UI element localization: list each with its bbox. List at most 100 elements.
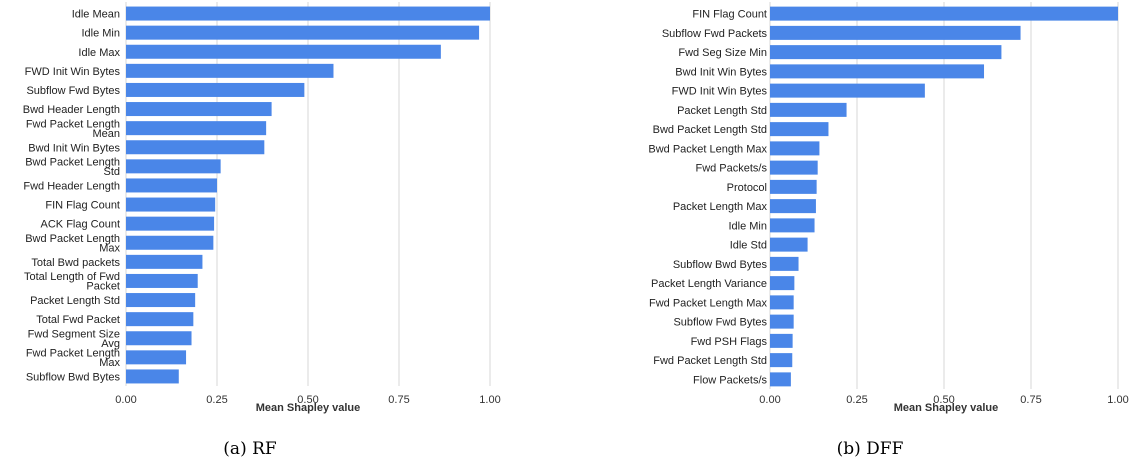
category-label: Bwd Init Win Bytes bbox=[675, 66, 767, 78]
bar bbox=[770, 45, 1002, 60]
bar bbox=[770, 199, 816, 214]
x-tick-label: 1.00 bbox=[1107, 394, 1128, 406]
bar bbox=[770, 372, 791, 387]
x-tick-label: 0.25 bbox=[846, 394, 867, 406]
x-tick-label: 0.00 bbox=[115, 394, 136, 406]
category-label: Bwd Packet Length Max bbox=[648, 143, 767, 155]
x-tick-label: 0.00 bbox=[759, 394, 780, 406]
category-label: Mean bbox=[92, 128, 120, 140]
category-label: Fwd Packet Length bbox=[26, 348, 120, 360]
category-label: Bwd Header Length bbox=[23, 104, 120, 116]
category-label: Bwd Packet Length bbox=[25, 157, 120, 169]
bar bbox=[770, 102, 847, 117]
category-label: Max bbox=[99, 243, 120, 255]
category-label: Avg bbox=[101, 338, 120, 350]
chart-dff: 0.00 0.25 0.50 0.75 1.00 FIN Flag Count Subflo… bbox=[648, 2, 1129, 459]
category-label: ACK Flag Count bbox=[41, 219, 120, 231]
category-label: Packet Length Std bbox=[677, 105, 767, 117]
category-label: Subflow Bwd Bytes bbox=[26, 371, 121, 383]
category-label: Packet Length Std bbox=[30, 295, 120, 307]
bar bbox=[770, 237, 808, 252]
category-label: Idle Mean bbox=[72, 9, 120, 21]
category-label: Subflow Fwd Bytes bbox=[26, 85, 120, 97]
category-label: Subflow Bwd Bytes bbox=[673, 259, 768, 271]
bar bbox=[126, 254, 203, 269]
category-label: FWD Init Win Bytes bbox=[672, 86, 768, 98]
bar bbox=[770, 160, 818, 175]
bar bbox=[770, 6, 1118, 21]
bar bbox=[770, 83, 925, 98]
bar bbox=[126, 102, 272, 117]
category-label: Idle Min bbox=[81, 28, 120, 40]
category-label: Idle Min bbox=[728, 220, 767, 232]
bar bbox=[126, 197, 216, 212]
bar bbox=[770, 276, 795, 291]
category-label: Total Fwd Packet bbox=[36, 314, 120, 326]
category-label: Fwd Packet Length Max bbox=[649, 297, 768, 309]
category-label: Subflow Fwd Bytes bbox=[673, 317, 767, 329]
category-label: Max bbox=[99, 357, 120, 369]
category-label: Protocol bbox=[727, 182, 767, 194]
x-axis-title: Mean Shapley value bbox=[894, 402, 999, 414]
bar bbox=[126, 159, 221, 174]
bar bbox=[126, 350, 187, 365]
x-tick-label: 1.00 bbox=[479, 394, 500, 406]
bar bbox=[770, 353, 793, 368]
bar bbox=[770, 25, 1021, 40]
category-label: Fwd Segment Size bbox=[28, 329, 120, 341]
category-label: Subflow Fwd Packets bbox=[662, 28, 768, 40]
bar bbox=[770, 256, 799, 271]
bar bbox=[126, 331, 192, 346]
x-tick-label: 0.75 bbox=[388, 394, 409, 406]
category-label: Total Bwd packets bbox=[31, 257, 120, 269]
bar bbox=[126, 216, 215, 231]
category-label: Packet Length Max bbox=[673, 201, 768, 213]
x-tick-label: 0.75 bbox=[1020, 394, 1041, 406]
category-label: Total Length of Fwd bbox=[24, 271, 120, 283]
bar bbox=[770, 179, 817, 194]
bar bbox=[126, 312, 194, 327]
category-label: Bwd Packet Length Std bbox=[653, 124, 767, 136]
bar bbox=[770, 314, 794, 329]
bar bbox=[126, 82, 305, 97]
category-label: Packet Length Variance bbox=[651, 278, 767, 290]
category-label: Idle Std bbox=[730, 240, 767, 252]
category-label: Idle Max bbox=[78, 47, 120, 59]
category-label: FWD Init Win Bytes bbox=[25, 66, 121, 78]
category-label: Fwd Packet Length bbox=[26, 118, 120, 130]
bar bbox=[770, 122, 829, 137]
bar bbox=[126, 178, 217, 193]
category-label: Packet bbox=[86, 281, 120, 293]
category-label: Flow Packets/s bbox=[693, 374, 767, 386]
bar bbox=[126, 273, 198, 288]
category-label: Fwd Header Length bbox=[23, 180, 120, 192]
bar bbox=[126, 235, 214, 250]
category-label: Fwd PSH Flags bbox=[691, 336, 768, 348]
category-label: Fwd Packets/s bbox=[695, 163, 767, 175]
bar bbox=[770, 333, 793, 348]
bar bbox=[126, 63, 334, 78]
category-label: FIN Flag Count bbox=[692, 9, 767, 21]
subfigure-caption: (a) RF bbox=[223, 439, 277, 459]
bar bbox=[770, 141, 820, 156]
x-tick-label: 0.50 bbox=[297, 394, 318, 406]
bar bbox=[126, 25, 480, 40]
bar bbox=[126, 369, 179, 384]
category-label: Bwd Packet Length bbox=[25, 233, 120, 245]
bar bbox=[770, 295, 794, 310]
category-label: Bwd Init Win Bytes bbox=[28, 142, 120, 154]
category-label: Std bbox=[103, 166, 120, 178]
bar bbox=[126, 140, 265, 155]
bar bbox=[126, 121, 267, 136]
bar bbox=[126, 44, 441, 59]
category-label: FIN Flag Count bbox=[45, 200, 120, 212]
category-label: Fwd Packet Length Std bbox=[653, 355, 767, 367]
chart-rf: 0.00 0.25 0.50 0.75 1.00 Idle Mean Idle Min Idl… bbox=[23, 2, 501, 459]
bar bbox=[126, 6, 490, 21]
bar bbox=[770, 218, 815, 233]
bar bbox=[770, 64, 985, 79]
bar bbox=[126, 293, 196, 308]
x-tick-label: 0.25 bbox=[206, 394, 227, 406]
x-tick-label: 0.50 bbox=[933, 394, 954, 406]
